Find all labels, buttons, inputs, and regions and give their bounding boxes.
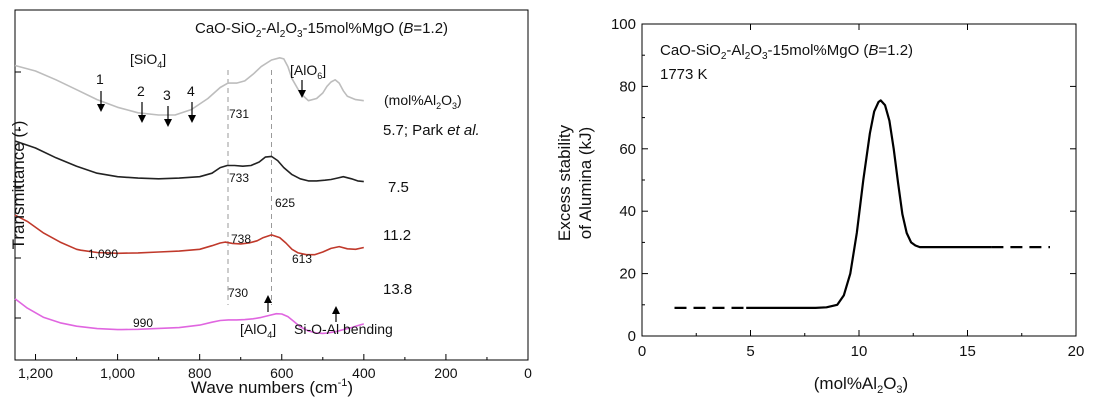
stability-x-tick-label: 15 xyxy=(959,343,976,360)
ftir-x-axis-label: Wave numbers (cm-1) xyxy=(191,377,353,397)
arrow-label-1: 1 xyxy=(96,71,104,87)
stability-ticks: 0 5 10 15 20 0 20 40 60 80 100 xyxy=(611,16,1084,360)
peak-label-1090: 1,090 xyxy=(88,247,118,261)
ftir-x-tick-label: 1,200 xyxy=(18,365,53,381)
stability-y-label-line2: of Alumina (kJ) xyxy=(576,127,595,239)
stability-x-tick-label: 5 xyxy=(746,343,754,360)
stability-series xyxy=(674,99,1050,309)
sioal-bending-label: Si-O-Al bending xyxy=(294,321,393,337)
stability-y-tick-label: 100 xyxy=(611,16,636,33)
peak-label-613: 613 xyxy=(292,252,312,266)
peak-label-731: 731 xyxy=(229,107,249,121)
series-label-11-2: 11.2 xyxy=(383,227,411,244)
series-label-5-7: 5.7; Park et al. xyxy=(383,122,480,139)
stability-x-tick-label: 0 xyxy=(638,343,646,360)
arrow-label-4: 4 xyxy=(187,83,195,99)
band-arrows: 1 2 3 4 xyxy=(96,71,340,322)
stability-curve xyxy=(746,99,992,309)
stability-y-tick-label: 20 xyxy=(619,266,636,283)
arrow-head-sioal xyxy=(332,306,340,314)
band-label-alo4: [AlO4] xyxy=(240,321,276,340)
ftir-x-tick-label: 400 xyxy=(352,365,376,381)
stability-y-tick-label: 80 xyxy=(619,78,636,95)
series-label-7-5: 7.5 xyxy=(388,179,409,196)
peak-label-990: 990 xyxy=(133,316,153,330)
arrow-head-2 xyxy=(138,115,146,123)
band-label-alo6: [AlO6] xyxy=(290,62,326,81)
stability-x-tick-label: 10 xyxy=(851,343,868,360)
ftir-series-line xyxy=(14,214,364,256)
ftir-title: CaO-SiO2-Al2O3-15mol%MgO (B=1.2) xyxy=(195,20,448,40)
stability-y-tick-label: 40 xyxy=(619,203,636,220)
stability-y-label-line1: Excess stability xyxy=(555,124,574,241)
stability-temperature: 1773 K xyxy=(660,66,708,83)
ftir-x-tick-label: 600 xyxy=(270,365,294,381)
ftir-x-ticks: 1,200 1,000 800 600 400 200 0 xyxy=(18,354,532,381)
peak-label-738: 738 xyxy=(231,232,251,246)
ftir-reference-lines xyxy=(227,70,272,305)
arrow-head-1 xyxy=(97,104,105,112)
ftir-series xyxy=(14,56,365,335)
arrow-head-3 xyxy=(164,119,172,127)
arrow-head-4 xyxy=(188,115,196,123)
stability-title: CaO-SiO2-Al2O3-15mol%MgO (B=1.2) xyxy=(660,42,913,62)
arrow-label-2: 2 xyxy=(137,83,145,99)
ftir-series-line xyxy=(14,56,364,116)
peak-label-730: 730 xyxy=(228,286,248,300)
arrow-label-3: 3 xyxy=(163,87,171,103)
stability-x-tick-label: 20 xyxy=(1068,343,1085,360)
ftir-y-ticks xyxy=(15,71,21,319)
ftir-x-tick-label: 1,000 xyxy=(100,365,135,381)
stability-panel: 0 5 10 15 20 0 20 40 60 80 100 CaO-SiO2-Al2O3-15mo… xyxy=(555,16,1084,396)
arrow-head-alo4 xyxy=(264,295,272,303)
ftir-x-tick-label: 0 xyxy=(524,365,532,381)
ftir-x-tick-label: 800 xyxy=(188,365,212,381)
ftir-panel: 1,200 1,000 800 600 400 200 0 CaO-SiO2-Al2O3-1… xyxy=(9,9,532,397)
ftir-x-tick-label: 200 xyxy=(434,365,458,381)
stability-x-axis-label: (mol%Al2O3) xyxy=(814,374,908,396)
peak-label-625: 625 xyxy=(275,196,295,210)
legend-header: (mol%Al2O3) xyxy=(384,92,462,111)
arrow-head-alo6 xyxy=(298,90,306,98)
peak-label-733: 733 xyxy=(229,171,249,185)
stability-y-tick-label: 0 xyxy=(628,328,636,345)
ftir-y-axis-label: Transmittance (-) xyxy=(9,121,28,250)
ftir-series-line xyxy=(14,140,364,183)
series-label-13-8: 13.8 xyxy=(383,281,412,298)
ftir-plot-frame xyxy=(14,9,529,361)
band-label-sio4: [SiO4] xyxy=(130,51,166,70)
stability-y-tick-label: 60 xyxy=(619,141,636,158)
ftir-series-line xyxy=(14,298,365,335)
